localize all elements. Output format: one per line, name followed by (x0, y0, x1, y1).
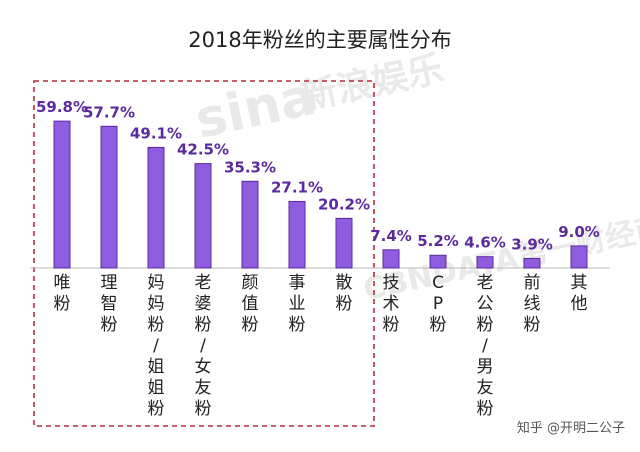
value-label-3: 42.5% (177, 141, 229, 159)
category-label-11: 其他 (571, 273, 588, 314)
bar-2 (147, 146, 165, 269)
category-labels-group: 唯粉 理智粉 妈妈粉/姐姐粉 老婆粉/女友粉 颜值粉 事业粉 散粉 技术粉 C P 粉 老公粉/男友粉… (54, 273, 588, 419)
bar-8 (429, 254, 447, 269)
value-label-8: 5.2% (417, 232, 459, 250)
value-label-5: 27.1% (271, 178, 323, 196)
category-label-5: 事业粉 (289, 273, 306, 335)
bars-group (53, 120, 588, 269)
value-label-7: 7.4% (370, 227, 412, 245)
category-label-6: 散粉 (336, 273, 353, 314)
value-label-10: 3.9% (511, 235, 553, 253)
value-label-6: 20.2% (318, 195, 370, 213)
value-labels-group: 59.8%57.7% 49.1%42.5%35.3% 27.1%20.2%7.4% 5… (36, 98, 600, 253)
credit-text: 知乎 @开明二公子 (517, 420, 625, 436)
bar-9 (476, 256, 494, 269)
category-label-0: 唯粉 (54, 273, 71, 314)
value-label-11: 9.0% (558, 223, 600, 241)
bar-6 (335, 217, 353, 269)
bar-1 (100, 125, 118, 269)
category-label-3: 老婆粉/女友粉 (195, 273, 212, 419)
highlight-box (33, 80, 375, 427)
category-label-7: 技术粉 (383, 273, 400, 335)
bar-10 (523, 257, 541, 269)
category-label-2: 妈妈粉/姐姐粉 (148, 273, 165, 419)
bar-4 (241, 180, 259, 269)
value-label-9: 4.6% (464, 234, 506, 252)
chart-title: 2018年粉丝的主要属性分布 (188, 28, 451, 52)
value-label-0: 59.8% (36, 98, 88, 116)
category-label-10: 前线粉 (524, 273, 541, 335)
value-label-4: 35.3% (224, 158, 276, 176)
watermark-sina-cn: 新浪娱乐 (298, 48, 447, 118)
value-label-2: 49.1% (130, 124, 182, 142)
bar-7 (382, 249, 400, 269)
category-label-1: 理智粉 (101, 273, 118, 335)
category-label-9: 老公粉/男友粉 (477, 273, 494, 419)
bar-11 (570, 245, 588, 269)
bar-5 (288, 200, 306, 269)
category-label-4: 颜值粉 (242, 273, 259, 335)
value-label-1: 57.7% (83, 103, 135, 121)
bar-3 (194, 163, 212, 269)
bar-0 (53, 120, 71, 269)
